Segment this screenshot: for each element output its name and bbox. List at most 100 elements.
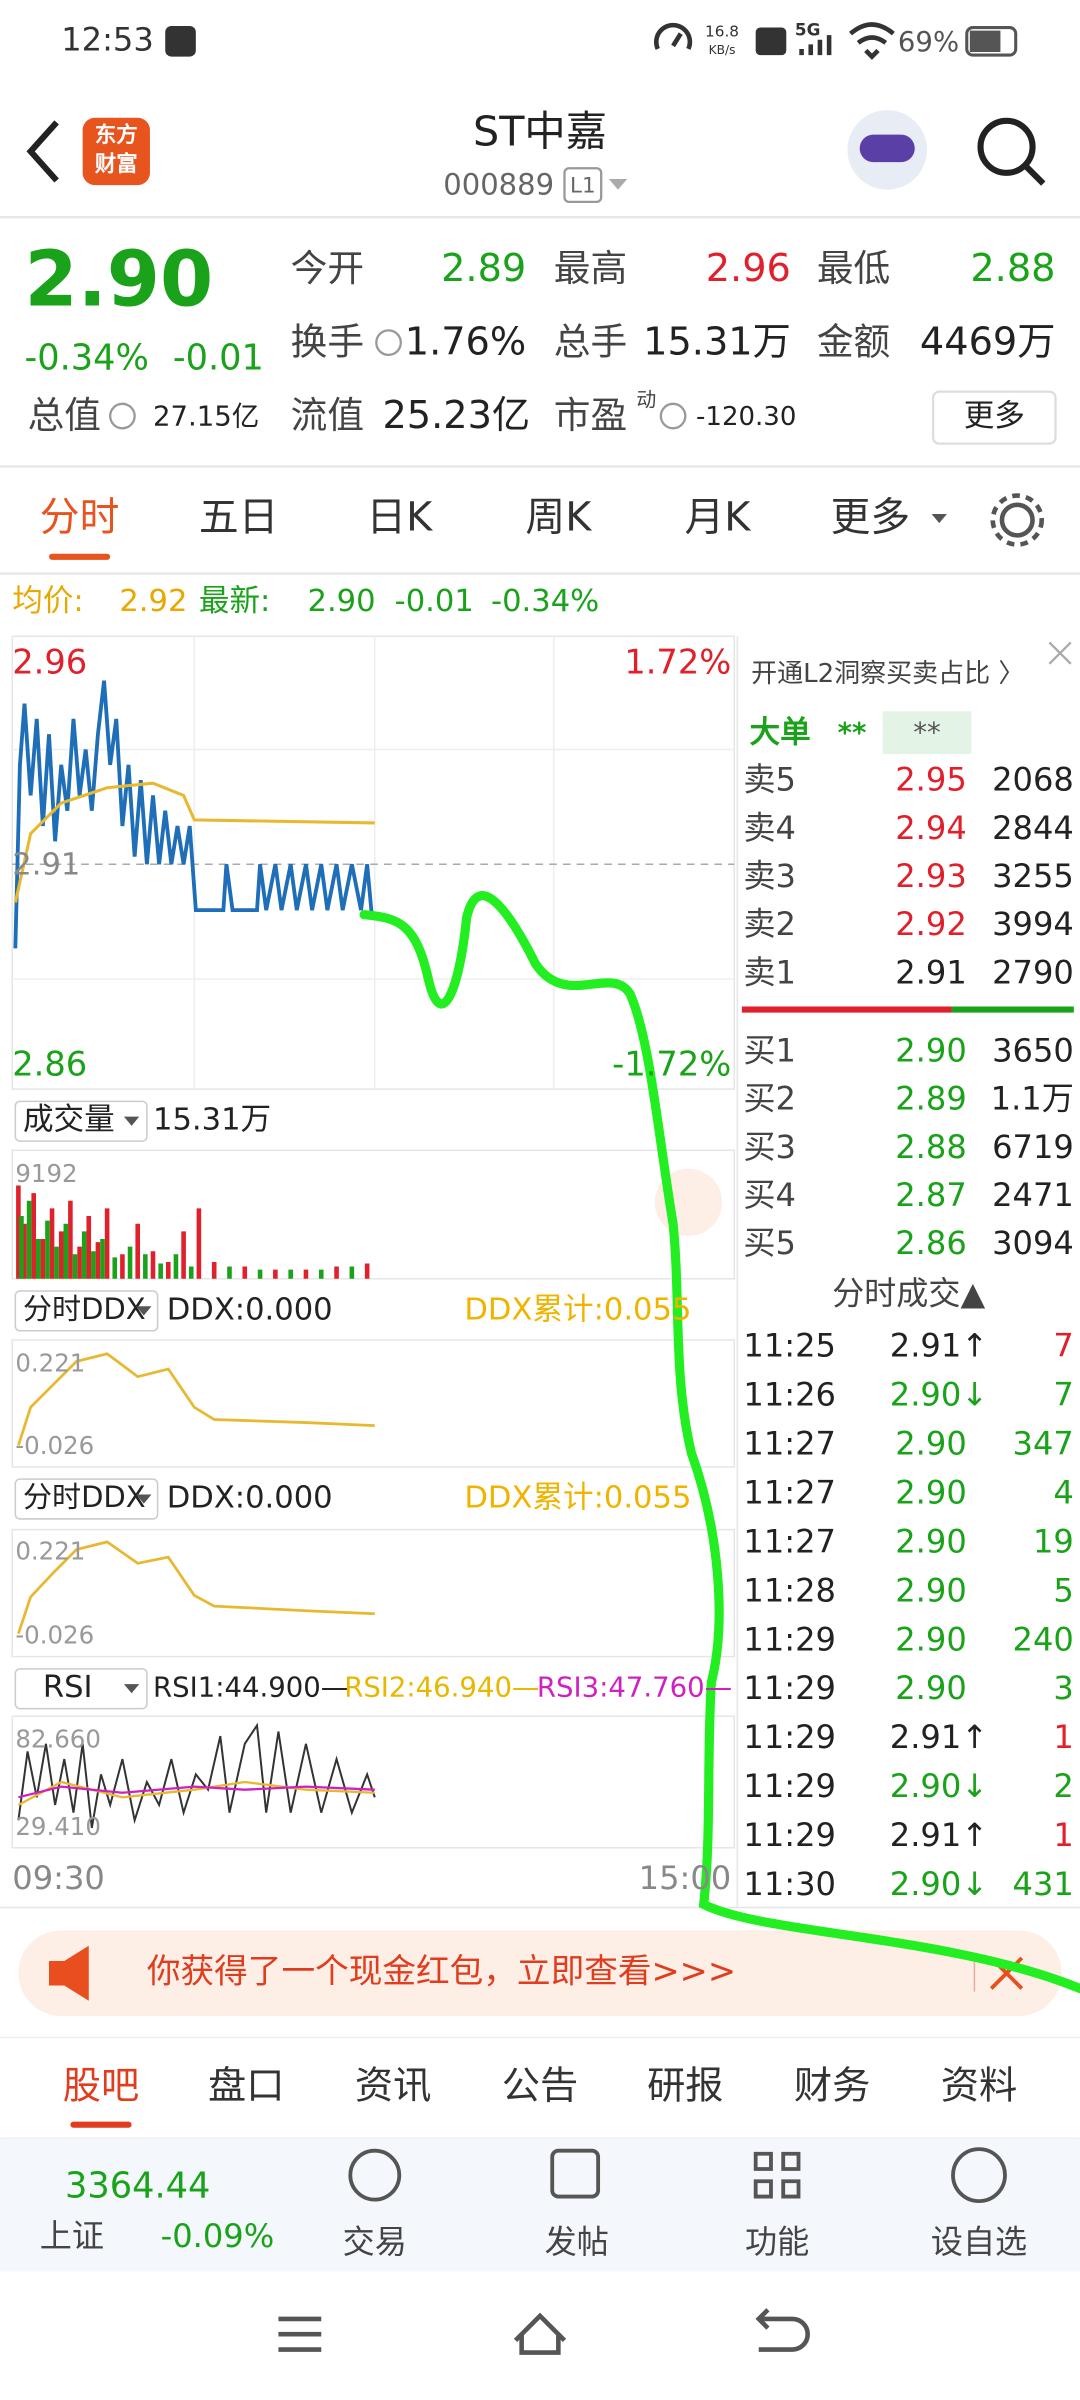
settings-button[interactable] — [999, 502, 1035, 538]
trade-time: 11:28 — [743, 1571, 836, 1609]
back-key[interactable] — [755, 2308, 810, 2352]
trade-time: 11:29 — [743, 1718, 836, 1756]
book-label: 买3 — [743, 1128, 796, 1166]
rsi2: RSI2:46.940— — [344, 1672, 539, 1704]
book-volume: 2068 — [992, 761, 1074, 799]
book-label: 卖3 — [743, 857, 796, 895]
indicator-select[interactable] — [14, 1668, 148, 1710]
indicator-select[interactable] — [14, 1290, 159, 1332]
content-tab[interactable]: 公告 — [502, 2064, 578, 2108]
status-battery: 69% — [898, 26, 959, 58]
rsi2-line — [17, 1780, 375, 1806]
trade-time: 11:29 — [743, 1620, 836, 1658]
field-value: 4469万 — [920, 321, 1056, 365]
chart-tab[interactable]: 月K — [685, 495, 752, 541]
promo-banner[interactable] — [18, 1930, 1062, 2017]
close-banner[interactable] — [1048, 641, 1072, 665]
ddx-top: 0.221 — [15, 1537, 85, 1566]
tab-underline — [70, 2121, 132, 2128]
trade-volume: 347 — [1013, 1425, 1074, 1463]
field-label: 总值 — [28, 394, 101, 437]
battery-icon — [965, 26, 1018, 57]
content-tab[interactable]: 资讯 — [355, 2064, 431, 2108]
trade-price: 2.90↓ — [890, 1767, 988, 1805]
book-price: 2.95 — [895, 761, 967, 799]
trade-volume: 2 — [1053, 1767, 1073, 1805]
trade-price: 2.90 — [895, 1571, 967, 1609]
time-start: 09:30 — [12, 1859, 105, 1897]
book-price: 2.87 — [895, 1176, 967, 1214]
field-value: 2.96 — [706, 247, 791, 291]
ddx-value: DDX:0.000 — [167, 1292, 333, 1327]
ddx-top: 0.221 — [15, 1348, 85, 1377]
status-time: 12:53 — [61, 20, 154, 58]
promo-text[interactable]: 你获得了一个现金红包，立即查看>>> — [147, 1952, 736, 1991]
info-icon — [659, 402, 687, 430]
content-tab[interactable]: 财务 — [794, 2064, 870, 2108]
chart-tab[interactable]: 周K — [525, 495, 592, 541]
trade-volume: 1 — [1053, 1816, 1073, 1854]
book-label: 卖2 — [743, 905, 796, 943]
ddx-name: 分时DDX — [23, 1480, 146, 1514]
trade-volume: 1 — [1053, 1718, 1073, 1756]
trade-time: 11:27 — [743, 1522, 836, 1560]
field-label: 最低 — [817, 247, 890, 290]
indicator-select[interactable] — [14, 1100, 148, 1142]
field-label: 总手 — [554, 321, 627, 364]
trade-time: 11:29 — [743, 1669, 836, 1707]
ddx-line — [17, 1352, 375, 1446]
more-button-text[interactable]: 更多 — [964, 399, 1025, 434]
book-price: 2.88 — [895, 1128, 967, 1166]
book-label: 卖1 — [743, 953, 796, 991]
book-label: 买5 — [743, 1224, 796, 1262]
stock-code: 000889 — [443, 168, 554, 202]
function-icon[interactable] — [753, 2151, 801, 2199]
nav-label[interactable]: 设自选 — [931, 2223, 1027, 2261]
field-value: 2.89 — [441, 247, 526, 291]
chart-tab[interactable]: 五日 — [199, 495, 279, 541]
app-logo[interactable] — [82, 117, 150, 186]
chart-tab[interactable]: 分时 — [40, 495, 120, 541]
watchlist-icon[interactable] — [951, 2147, 1007, 2204]
avg-value: 2.92 — [119, 584, 187, 619]
rsi3: RSI3:47.760— — [537, 1672, 732, 1704]
book-price: 2.93 — [895, 857, 967, 895]
menu-key[interactable] — [278, 2316, 322, 2352]
back-button[interactable] — [26, 120, 59, 183]
home-key[interactable] — [513, 2312, 567, 2355]
pct-high: 1.72% — [624, 642, 731, 681]
price-mid: 2.91 — [12, 847, 80, 882]
content-tab[interactable]: 研报 — [647, 2064, 723, 2108]
trade-icon[interactable] — [348, 2148, 402, 2202]
indicator-select[interactable] — [14, 1478, 159, 1520]
more-button[interactable] — [931, 390, 1057, 445]
volume-total: 15.31万 — [153, 1103, 271, 1138]
ddx-name: 分时DDX — [23, 1292, 146, 1326]
search-button[interactable] — [977, 117, 1036, 176]
ddx-cum: DDX累计:0.055 — [464, 1481, 691, 1516]
level-badge-text: L1 — [570, 174, 596, 199]
volume-name: 成交量 — [23, 1103, 115, 1138]
stars: ** — [913, 717, 941, 749]
nav-label[interactable]: 功能 — [745, 2223, 809, 2261]
trade-time: 11:27 — [743, 1425, 836, 1463]
field-label: 市盈 — [554, 394, 627, 437]
l2-banner[interactable]: 开通L2洞察买卖占比 〉 — [751, 659, 1024, 689]
chart-tab[interactable]: 更多 — [831, 495, 911, 541]
dropdown-icon — [608, 178, 628, 190]
avg-price-line — [13, 781, 375, 903]
index-name: 上证 — [40, 2217, 104, 2255]
nav-label[interactable]: 交易 — [343, 2223, 407, 2261]
post-icon[interactable] — [550, 2148, 601, 2199]
content-tab[interactable]: 资料 — [941, 2064, 1017, 2108]
trades-title: 分时成交▲ — [832, 1275, 985, 1313]
nav-label[interactable]: 发帖 — [545, 2223, 609, 2261]
trade-price: 2.90↓ — [890, 1376, 988, 1414]
book-volume: 2844 — [992, 809, 1074, 847]
content-tab[interactable]: 盘口 — [208, 2064, 284, 2108]
book-label: 卖5 — [743, 761, 796, 799]
field-value: 27.15亿 — [153, 401, 259, 433]
content-tab[interactable]: 股吧 — [63, 2064, 139, 2108]
trade-volume: 4 — [1053, 1473, 1073, 1511]
chart-tab[interactable]: 日K — [366, 495, 433, 541]
